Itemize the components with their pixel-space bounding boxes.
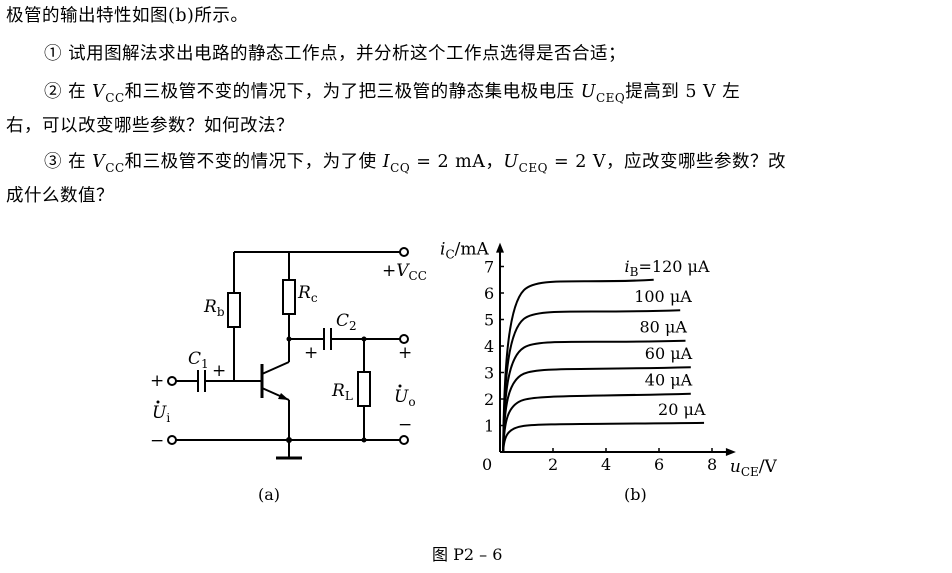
caption-b: (b): [624, 485, 647, 504]
y-tick-label: 5: [484, 311, 494, 330]
emitter-arrow-icon: [278, 393, 289, 400]
x-axis-label: uCE/V: [730, 457, 778, 479]
x-tick-label: 4: [601, 455, 611, 474]
caption-a: (a): [258, 485, 280, 504]
c1-label: C1: [188, 349, 209, 371]
output-plus-sign: +: [398, 343, 412, 363]
output-minus-terminal: [399, 435, 409, 445]
y-axis-label: iC/mA: [440, 240, 489, 262]
vcc-label: +VCC: [382, 261, 427, 283]
problem-line-1: 极管的输出特性如图(b)所示。: [6, 6, 249, 26]
problem-item-3-cont: 成什么数值？: [6, 186, 114, 206]
origin-label: 0: [482, 455, 492, 474]
curve-label-4: 100 μA: [634, 287, 692, 306]
uo-label: Uo: [394, 387, 416, 409]
y-axis-arrow-icon: [496, 242, 504, 253]
rb-resistor: [227, 292, 241, 328]
problem-item-2: ② 在 VCC和三极管不变的情况下，为了把三极管的静态集电极电压 UCEQ提高到…: [44, 82, 741, 105]
ui-label: Ui: [152, 403, 170, 425]
curve-label-5: iB=120 μA: [625, 257, 710, 279]
curve-ib-2: [502, 366, 691, 453]
curve-label-1: 40 μA: [645, 371, 693, 390]
transistor-collector: [261, 361, 290, 375]
curve-ib-1: [502, 392, 691, 453]
y-tick-label: 6: [484, 284, 494, 303]
rl-resistor: [357, 371, 371, 407]
x-tick-label: 8: [707, 455, 717, 474]
c1-polarity-sign: +: [212, 361, 226, 381]
x-tick-label: 2: [548, 455, 558, 474]
figure-caption: 图 P2 – 6: [432, 545, 502, 564]
vcc-terminal: [399, 247, 409, 257]
rc-resistor: [282, 279, 296, 315]
y-tick-label: 2: [484, 390, 494, 409]
input-minus-terminal: [167, 435, 177, 445]
curve-label-3: 80 μA: [640, 318, 688, 337]
rb-label: Rb: [203, 297, 225, 319]
x-axis-arrow-icon: [725, 448, 736, 456]
input-plus-terminal: [167, 376, 177, 386]
output-minus-sign: −: [398, 415, 412, 435]
c2-polarity-sign: +: [304, 343, 318, 363]
curve-label-0: 20 μA: [658, 400, 706, 419]
output-plus-terminal: [399, 334, 409, 344]
c2-label: C2: [336, 311, 357, 333]
input-minus-sign: −: [150, 431, 164, 451]
y-tick-label: 1: [484, 417, 494, 436]
curve-ib-5: [502, 278, 654, 453]
problem-item-2-cont: 右，可以改变哪些参数？如何改法？: [6, 116, 294, 136]
output-characteristics-chart: 2 4 6 8 1 2 3 4 5 6 7 0 iC/mA uCE/V 20 μA 40 μA 60 μA 80 …: [440, 240, 778, 479]
y-tick-label: 4: [484, 337, 494, 356]
problem-item-1: ① 试用图解法求出电路的静态工作点，并分析这个工作点选得是否合适；: [44, 44, 627, 64]
rc-label: Rc: [297, 283, 318, 305]
curve-ib-0: [502, 421, 705, 453]
y-tick-label: 7: [484, 258, 494, 277]
problem-item-3: ③ 在 VCC和三极管不变的情况下，为了使 ICQ = 2 mA，UCEQ = …: [44, 152, 787, 175]
y-tick-label: 3: [484, 364, 494, 383]
rl-label: RL: [331, 381, 353, 403]
curve-label-2: 60 μA: [645, 344, 693, 363]
input-plus-sign: +: [150, 371, 164, 391]
x-tick-label: 6: [654, 455, 664, 474]
